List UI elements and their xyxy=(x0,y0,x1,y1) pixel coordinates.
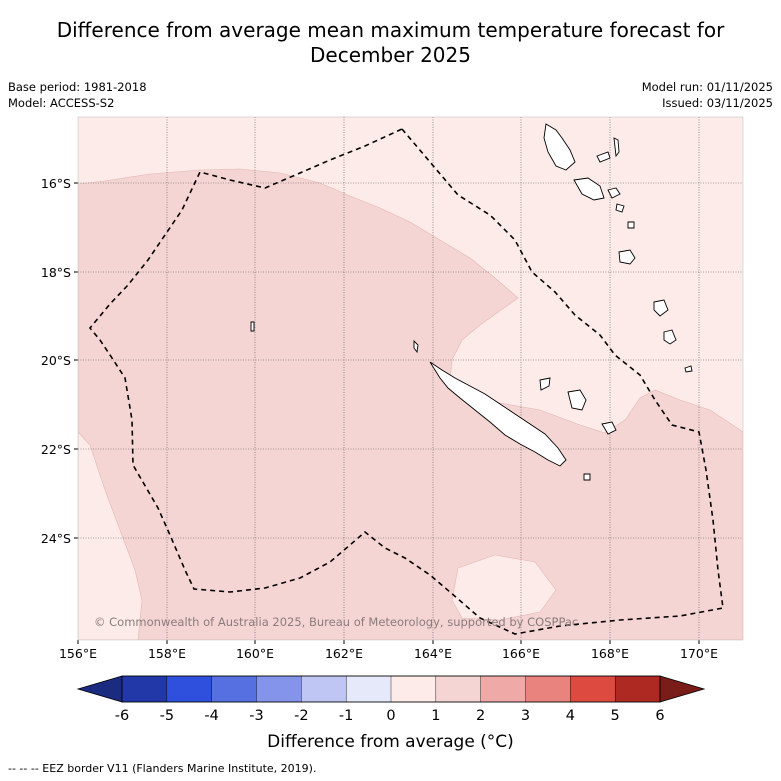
colorbar-under-arrow xyxy=(76,675,123,703)
colorbar: -6 -5 -4 -3 -2 -1 0 1 2 3 4 5 6 xyxy=(76,675,706,724)
eez-legend: -- -- -- EEZ border V11 (Flanders Marine… xyxy=(8,762,317,775)
longitude-labels: 156°E 158°E 160°E 162°E 164°E 166°E 168°… xyxy=(59,646,718,661)
efate-island xyxy=(618,249,636,265)
anomaly-region-0-1-west xyxy=(78,431,143,640)
colorbar-cell xyxy=(166,675,213,703)
model-name: Model: ACCESS-S2 xyxy=(8,96,115,110)
vanuatu-island xyxy=(573,177,605,201)
anomaly-region-0-1-south xyxy=(451,554,557,621)
colorbar-frame xyxy=(121,675,661,703)
colorbar-over-arrow xyxy=(659,675,706,703)
colorbar-tick-label: 6 xyxy=(655,708,664,724)
colorbar-cell xyxy=(614,675,661,703)
reef-island xyxy=(583,473,591,481)
map-frame xyxy=(77,116,744,641)
vanuatu-island xyxy=(596,151,611,163)
colorbar-tick-label: -2 xyxy=(294,708,308,724)
copyright-text: © Commonwealth of Australia 2025, Bureau… xyxy=(94,615,578,629)
colorbar-tick-label: -5 xyxy=(160,708,174,724)
colorbar-cell xyxy=(435,675,482,703)
latitude-labels: 16°S 18°S 20°S 22°S 24°S xyxy=(41,176,71,546)
colorbar-tick-label: 2 xyxy=(476,708,485,724)
lat-label: 16°S xyxy=(41,176,71,191)
lon-label: 156°E xyxy=(59,646,97,661)
colorbar-tick-label: -6 xyxy=(115,708,129,724)
reef-island xyxy=(413,339,419,354)
vanuatu-island xyxy=(653,299,669,317)
espiritu-santo-island xyxy=(543,123,576,171)
colorbar-cell xyxy=(301,675,347,703)
coastlines xyxy=(250,123,693,481)
vanuatu-island xyxy=(613,137,620,158)
colorbar-label: Difference from average (°C) xyxy=(267,732,514,752)
vanuatu-island xyxy=(684,365,693,373)
colorbar-tick-label: 0 xyxy=(386,708,395,724)
colorbar-tick-label: -3 xyxy=(249,708,263,724)
lat-label: 24°S xyxy=(41,531,71,546)
meta-right: Model run: 01/11/2025 Issued: 03/11/2025 xyxy=(642,79,773,111)
colorbar-tick-label: 3 xyxy=(521,708,530,724)
meta-left: Base period: 1981-2018 Model: ACCESS-S2 xyxy=(8,79,147,111)
loyalty-island xyxy=(601,421,617,435)
vanuatu-island xyxy=(627,221,635,229)
lon-label: 170°E xyxy=(680,646,718,661)
colorbar-cell xyxy=(345,675,392,703)
title-line-1: Difference from average mean maximum tem… xyxy=(56,18,725,42)
title-line-2: December 2025 xyxy=(310,43,471,67)
lon-label: 158°E xyxy=(148,646,186,661)
eez-border xyxy=(88,128,724,635)
lon-label: 166°E xyxy=(502,646,540,661)
colorbar-cell xyxy=(525,675,571,703)
anomaly-region-1-2 xyxy=(78,168,743,640)
lon-label: 162°E xyxy=(325,646,363,661)
lon-label: 168°E xyxy=(591,646,629,661)
colorbar-tick-label: 4 xyxy=(566,708,575,724)
vanuatu-island xyxy=(607,187,621,199)
lon-label: 160°E xyxy=(236,646,274,661)
issued-date: Issued: 03/11/2025 xyxy=(662,96,773,110)
colorbar-cell xyxy=(570,675,616,703)
colorbar-tick-label: -4 xyxy=(204,708,218,724)
graticule xyxy=(78,117,743,640)
lat-label: 22°S xyxy=(41,442,71,457)
colorbar-cell xyxy=(480,675,527,703)
colorbar-tick-label: 1 xyxy=(431,708,440,724)
vanuatu-island xyxy=(663,329,677,345)
vanuatu-island xyxy=(615,203,625,213)
model-run: Model run: 01/11/2025 xyxy=(641,80,773,94)
base-period: Base period: 1981-2018 xyxy=(8,80,147,94)
axis-ticks xyxy=(74,182,700,644)
colorbar-cell xyxy=(256,675,302,703)
lon-label: 164°E xyxy=(414,646,452,661)
colorbar-tick-label: 5 xyxy=(611,708,620,724)
colorbar-tick-label: -1 xyxy=(339,708,353,724)
loyalty-island xyxy=(567,389,587,411)
lat-label: 18°S xyxy=(41,265,71,280)
lat-label: 20°S xyxy=(41,353,71,368)
colorbar-cell xyxy=(211,675,257,703)
reef-island xyxy=(250,321,255,332)
colorbar-cell xyxy=(390,675,437,703)
map-title: Difference from average mean maximum tem… xyxy=(0,18,781,68)
new-caledonia-island xyxy=(429,361,567,467)
colorbar-cell xyxy=(121,675,168,703)
loyalty-island xyxy=(539,377,551,391)
